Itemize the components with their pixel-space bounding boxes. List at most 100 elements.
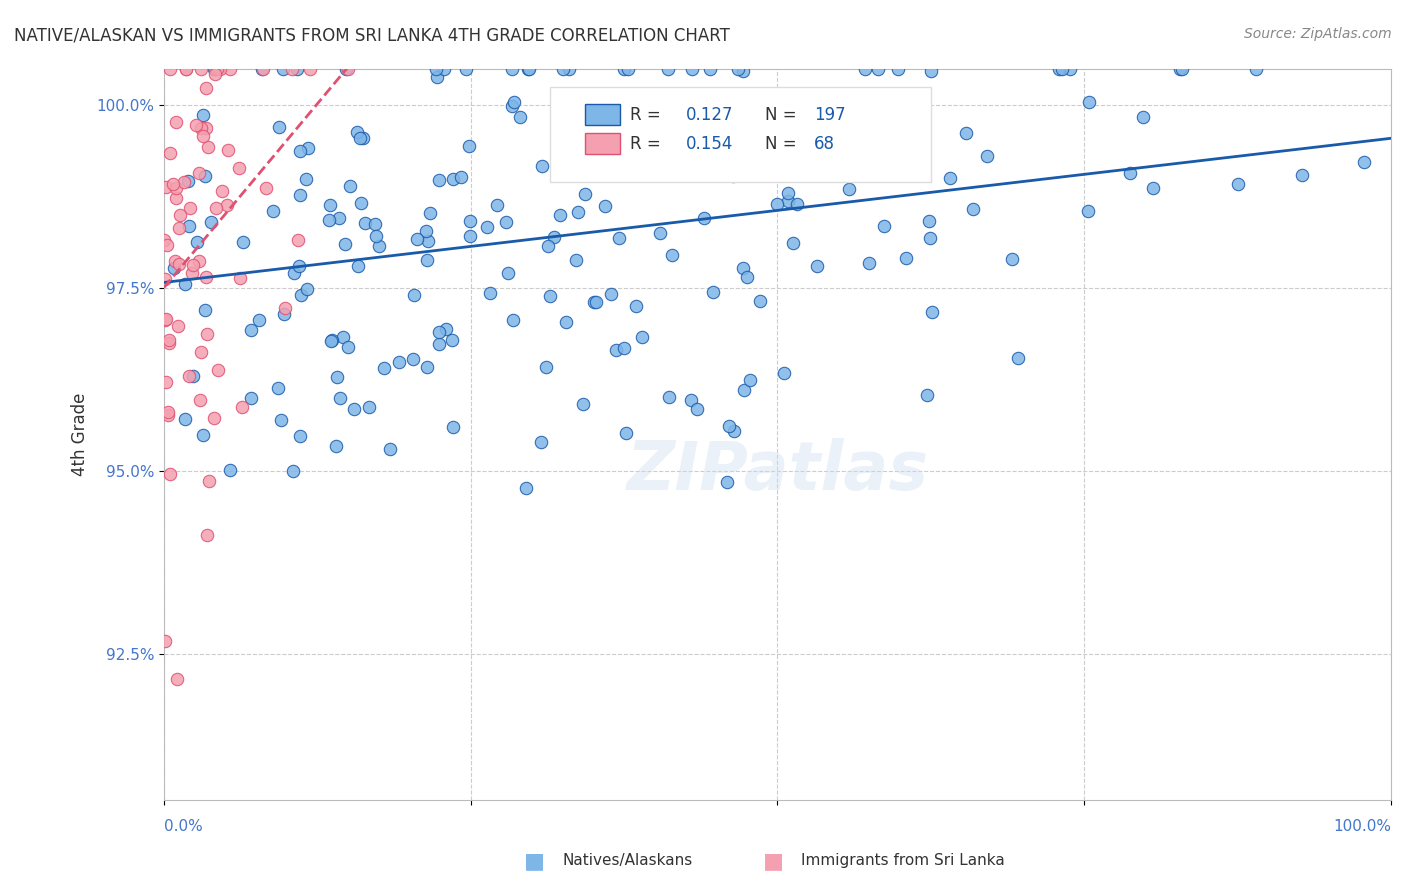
Point — [173, 412, 195, 426]
Point — [191, 108, 214, 122]
Point — [177, 174, 200, 188]
Point — [921, 304, 943, 318]
Point — [283, 266, 305, 280]
Point — [681, 392, 703, 407]
Point — [202, 411, 225, 425]
Point — [295, 171, 318, 186]
Point — [727, 62, 749, 76]
Point — [433, 62, 456, 76]
Point — [585, 295, 607, 310]
Point — [782, 236, 804, 251]
Text: Immigrants from Sri Lanka: Immigrants from Sri Lanka — [801, 854, 1005, 868]
Point — [274, 301, 297, 316]
Point — [333, 236, 356, 251]
Point — [231, 401, 253, 415]
Point — [617, 130, 640, 145]
Point — [380, 442, 402, 456]
Point — [159, 145, 181, 160]
Point — [181, 266, 204, 280]
Point — [665, 142, 688, 156]
Point — [686, 401, 709, 416]
Text: 0.154: 0.154 — [685, 135, 733, 153]
Point — [501, 62, 523, 76]
Point — [427, 173, 450, 187]
Y-axis label: 4th Grade: 4th Grade — [72, 392, 89, 476]
Point — [962, 202, 984, 216]
Point — [165, 181, 187, 195]
Text: N =: N = — [765, 135, 801, 153]
Point — [658, 390, 681, 404]
Point — [458, 139, 481, 153]
Point — [406, 231, 429, 245]
Point — [404, 287, 426, 301]
Point — [169, 208, 191, 222]
Point — [169, 257, 191, 271]
Point — [337, 340, 360, 354]
Point — [287, 260, 309, 274]
Point — [776, 186, 799, 200]
Point — [574, 186, 596, 201]
Point — [194, 120, 217, 135]
Point — [173, 175, 195, 189]
Text: 197: 197 — [814, 105, 846, 124]
Point — [786, 197, 808, 211]
Text: Natives/Alaskans: Natives/Alaskans — [562, 854, 693, 868]
Point — [190, 121, 212, 136]
Point — [939, 171, 962, 186]
Point — [181, 258, 204, 272]
Point — [551, 142, 574, 156]
Point — [153, 312, 176, 326]
Point — [267, 120, 290, 134]
Point — [599, 287, 621, 301]
Point — [887, 62, 910, 76]
Point — [153, 634, 176, 648]
Text: Source: ZipAtlas.com: Source: ZipAtlas.com — [1244, 27, 1392, 41]
Point — [174, 62, 197, 76]
Point — [844, 90, 866, 104]
Point — [205, 62, 228, 76]
Point — [163, 254, 186, 268]
Point — [561, 106, 583, 120]
Point — [1049, 62, 1071, 76]
FancyBboxPatch shape — [550, 87, 931, 182]
Point — [427, 337, 450, 351]
Point — [318, 213, 340, 227]
Point — [699, 62, 721, 76]
Point — [733, 383, 755, 397]
Point — [273, 307, 295, 321]
Point — [716, 475, 738, 489]
Point — [174, 62, 197, 76]
Point — [197, 326, 219, 341]
Point — [538, 289, 561, 303]
Point — [565, 253, 588, 268]
Point — [194, 81, 217, 95]
Point — [479, 285, 502, 300]
Point — [543, 229, 565, 244]
Point — [325, 439, 347, 453]
Text: 0.0%: 0.0% — [165, 819, 202, 833]
Point — [173, 277, 195, 291]
Point — [661, 248, 683, 262]
Point — [440, 333, 463, 347]
Point — [252, 62, 274, 76]
Point — [593, 199, 616, 213]
Point — [567, 205, 589, 219]
Point — [177, 219, 200, 233]
Point — [1007, 351, 1029, 365]
Point — [458, 214, 481, 228]
Point — [517, 62, 540, 76]
Point — [357, 401, 380, 415]
Point — [153, 272, 176, 286]
Point — [156, 237, 179, 252]
Point — [530, 435, 553, 450]
Point — [458, 229, 481, 244]
Point — [721, 169, 744, 183]
Point — [247, 313, 270, 327]
Point — [749, 293, 772, 308]
Point — [765, 196, 787, 211]
Point — [159, 62, 181, 77]
Point — [232, 235, 254, 249]
Point — [217, 143, 239, 157]
Point — [321, 333, 343, 347]
Point — [553, 62, 575, 76]
